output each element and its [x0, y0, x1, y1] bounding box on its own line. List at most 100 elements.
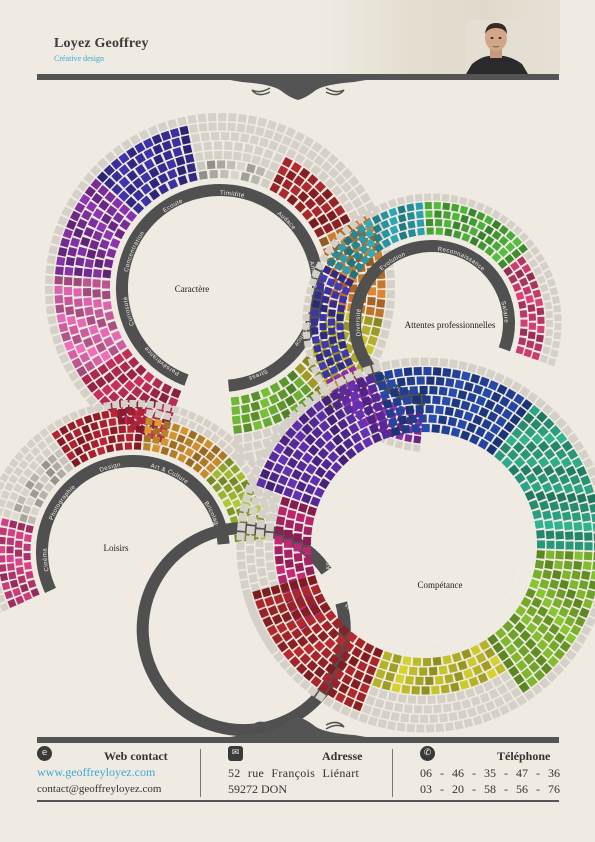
skill-cell: [270, 584, 281, 595]
skill-cell: [463, 668, 474, 679]
skill-cell: [382, 651, 393, 662]
skill-cell: [463, 411, 474, 422]
skill-cell: [341, 674, 353, 686]
skill-cell: [269, 182, 281, 194]
skill-cell: [95, 342, 107, 353]
skill-cell: [273, 443, 285, 455]
skill-cell: [324, 637, 336, 650]
skill-cell: [68, 325, 79, 335]
skill-cell: [448, 663, 458, 673]
skill-cell: [526, 472, 538, 484]
skill-cell: [398, 415, 408, 425]
skill-cell: [129, 400, 137, 407]
skill-cell: [520, 319, 528, 327]
skill-cell: [218, 112, 227, 122]
skill-cell: [350, 678, 362, 690]
skill-cell: [507, 401, 519, 413]
skill-cell: [101, 384, 113, 396]
skill-cell: [247, 458, 258, 469]
skill-cell: [168, 431, 178, 441]
skill-cell: [536, 411, 548, 423]
skill-cell: [76, 365, 88, 377]
skill-cell: [531, 433, 543, 445]
email-link[interactable]: contact@geoffreyloyez.com: [37, 783, 162, 795]
skill-cell: [232, 151, 242, 161]
skill-cell: [386, 437, 395, 447]
skill-cell: [103, 336, 115, 348]
skill-cell: [543, 269, 553, 279]
skill-cell: [90, 164, 102, 177]
skill-cell: [518, 645, 530, 657]
skill-cell: [413, 705, 423, 714]
skill-cell: [519, 386, 531, 398]
skill-cell: [380, 709, 391, 720]
skill-cell: [99, 327, 110, 338]
skill-cell: [485, 368, 496, 380]
skill-cell: [571, 512, 582, 522]
skill-cell: [331, 617, 343, 630]
skill-cell: [311, 141, 323, 153]
skill-cell: [307, 575, 318, 586]
skill-cell: [539, 261, 550, 271]
skill-cell: [293, 377, 305, 389]
skill-cell: [309, 475, 321, 487]
phone-number-1[interactable]: 06 - 46 - 35 - 47 - 36: [420, 766, 560, 780]
wheel-ring: [116, 184, 324, 392]
skill-cell: [250, 174, 261, 185]
skill-cell: [391, 359, 401, 369]
skill-cell: [106, 205, 118, 217]
phone-number-2[interactable]: 03 - 20 - 58 - 56 - 76: [420, 782, 560, 796]
skill-cell: [271, 493, 282, 504]
skill-cell: [542, 403, 554, 416]
skill-cell: [555, 432, 568, 445]
skill-cell: [315, 612, 327, 624]
skill-cell: [304, 434, 316, 446]
skill-cell: [229, 439, 240, 449]
skill-cell: [512, 637, 525, 649]
skill-cell: [317, 630, 329, 642]
website-link[interactable]: www.geoffreyloyez.com: [37, 765, 156, 779]
skill-cell: [569, 474, 581, 486]
skill-cell: [254, 126, 265, 137]
skill-cell: [135, 364, 147, 376]
skill-cell: [468, 217, 478, 227]
skill-cell: [579, 502, 590, 513]
skill-cell: [256, 519, 266, 529]
skill-cell: [294, 430, 307, 442]
skill-cell: [442, 654, 452, 665]
skill-cell: [528, 258, 539, 269]
skill-cell: [539, 579, 550, 590]
skill-cell: [396, 377, 406, 387]
skill-cell: [359, 427, 371, 439]
skill-cell: [187, 411, 197, 421]
skill-cell: [564, 531, 574, 540]
skill-cell: [325, 663, 337, 675]
skill-cell: [498, 225, 509, 235]
skill-cell: [79, 453, 89, 463]
skill-cell: [315, 282, 325, 292]
skill-cell: [314, 593, 326, 605]
skill-cell: [263, 148, 274, 160]
skill-cell: [503, 421, 515, 433]
skill-cell: [552, 597, 563, 609]
skill-cell: [344, 277, 355, 288]
skill-cell: [331, 218, 343, 230]
skill-cell: [552, 664, 565, 676]
skill-segment: Art & Culture: [142, 400, 240, 486]
skill-cell: [7, 563, 15, 571]
skill-cell: [177, 175, 188, 186]
skill-segment: Ecoute: [90, 116, 198, 214]
skill-cell: [66, 450, 76, 461]
skill-cell: [422, 395, 431, 404]
skill-cell: [497, 649, 509, 662]
skill-cell: [54, 276, 63, 285]
skill-cell: [420, 714, 429, 724]
skill-cell: [207, 113, 217, 122]
skill-cell: [269, 431, 281, 444]
skill-cell: [385, 671, 395, 682]
skill-cell: [301, 209, 314, 221]
skill-cell: [281, 630, 293, 642]
skill-cell: [104, 311, 115, 321]
skill-cell: [341, 265, 352, 276]
skill-cell: [544, 520, 554, 530]
